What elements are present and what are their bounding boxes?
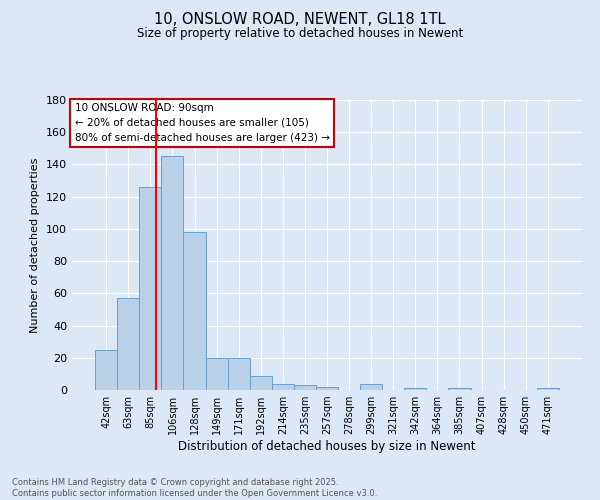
Bar bbox=[206, 358, 227, 390]
X-axis label: Distribution of detached houses by size in Newent: Distribution of detached houses by size … bbox=[178, 440, 476, 453]
Bar bbox=[161, 156, 184, 390]
Text: Size of property relative to detached houses in Newent: Size of property relative to detached ho… bbox=[137, 28, 463, 40]
Bar bbox=[404, 388, 427, 390]
Bar bbox=[272, 384, 294, 390]
Bar bbox=[448, 388, 470, 390]
Bar bbox=[139, 187, 161, 390]
Y-axis label: Number of detached properties: Number of detached properties bbox=[31, 158, 40, 332]
Bar bbox=[250, 376, 272, 390]
Bar bbox=[95, 350, 117, 390]
Bar bbox=[360, 384, 382, 390]
Bar bbox=[117, 298, 139, 390]
Bar bbox=[227, 358, 250, 390]
Bar bbox=[316, 387, 338, 390]
Text: 10, ONSLOW ROAD, NEWENT, GL18 1TL: 10, ONSLOW ROAD, NEWENT, GL18 1TL bbox=[154, 12, 446, 28]
Text: Contains HM Land Registry data © Crown copyright and database right 2025.
Contai: Contains HM Land Registry data © Crown c… bbox=[12, 478, 377, 498]
Bar bbox=[184, 232, 206, 390]
Bar bbox=[537, 388, 559, 390]
Text: 10 ONSLOW ROAD: 90sqm
← 20% of detached houses are smaller (105)
80% of semi-det: 10 ONSLOW ROAD: 90sqm ← 20% of detached … bbox=[74, 103, 329, 142]
Bar bbox=[294, 385, 316, 390]
